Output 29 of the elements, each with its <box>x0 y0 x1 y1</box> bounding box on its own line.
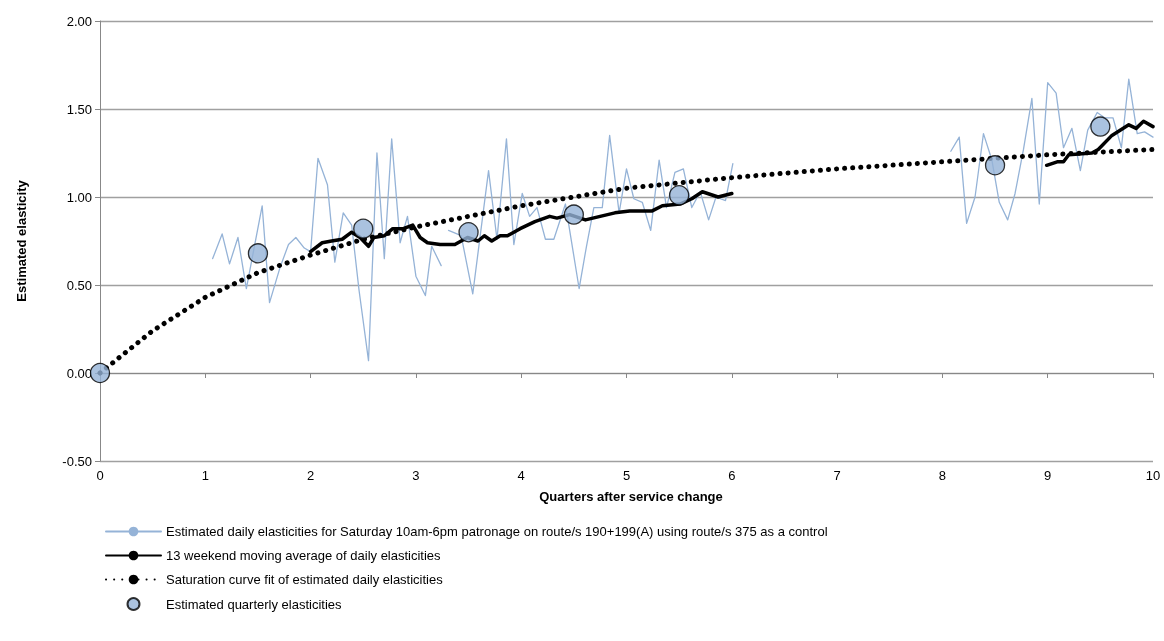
point <box>563 204 584 225</box>
x-tick-label: 3 <box>412 468 420 483</box>
legend-label: Estimated quarterly elasticities <box>166 596 343 612</box>
x-tick-label: 9 <box>1044 468 1052 483</box>
point <box>353 218 374 239</box>
point <box>1090 116 1111 137</box>
y-tick-label: 2.00 <box>66 13 92 29</box>
legend-label: 13 weekend moving average of daily elasticities <box>166 548 442 563</box>
x-tick-label: 10 <box>1145 468 1161 483</box>
point <box>458 222 479 243</box>
x-tick-label: 7 <box>833 468 841 483</box>
legend-label: Saturation curve fit of estimated daily elasticities <box>166 572 444 587</box>
x-tick-label: 1 <box>201 468 209 483</box>
x-tick-label: 2 <box>306 468 315 483</box>
point <box>984 155 1006 176</box>
x-tick-label: 0 <box>96 468 104 483</box>
point <box>247 243 269 264</box>
x-axis-title: Quarters after service change <box>539 489 723 504</box>
x-tick-label: 6 <box>728 468 736 483</box>
y-tick-label: -0.50 <box>62 453 92 469</box>
y-tick-label: 0.50 <box>66 277 92 293</box>
x-tick-label: 5 <box>622 468 631 483</box>
x-tick-label: 8 <box>938 468 947 483</box>
x-tick-label: 4 <box>517 468 525 483</box>
point <box>669 185 690 206</box>
y-axis-title: Estimated elasticity <box>14 179 29 302</box>
legend-label: Estimated daily elasticities for Saturday 10am-6pm patronage on route/s 190+199(A) using route/s 375 as a control <box>166 524 828 539</box>
y-tick-label: 1.50 <box>66 101 92 117</box>
y-tick-label: 1.00 <box>66 189 92 205</box>
